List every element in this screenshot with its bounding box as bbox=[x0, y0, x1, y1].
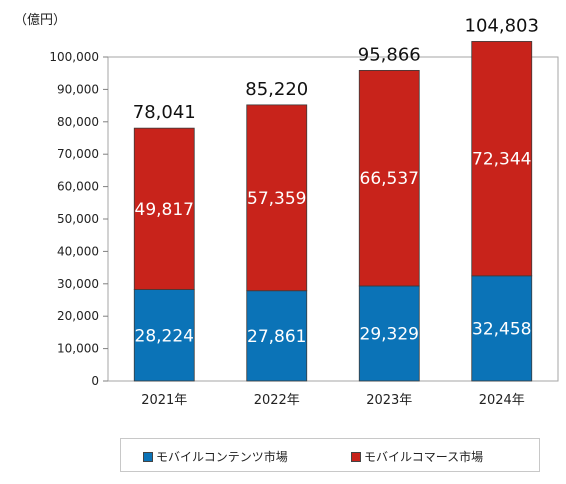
data-label: 28,224 bbox=[135, 326, 194, 346]
data-label: 72,344 bbox=[472, 150, 531, 170]
legend-item-mobile-commerce: モバイルコマース市場 bbox=[351, 448, 483, 465]
bar-mobile-content bbox=[246, 290, 308, 382]
bar-mobile-content bbox=[358, 285, 420, 382]
y-tick-label: 0 bbox=[91, 374, 99, 388]
labels-layer: 28,224 49,817 78,041 27,861 57,359 85,220 29,3… bbox=[133, 15, 539, 346]
x-tick-label: 2021年 bbox=[141, 393, 187, 408]
y-tick-label: 80,000 bbox=[57, 115, 99, 129]
y-tick-label: 60,000 bbox=[57, 180, 99, 194]
x-tick-label: 2023年 bbox=[366, 393, 412, 408]
data-label: 66,537 bbox=[360, 169, 419, 189]
data-label: 57,359 bbox=[247, 189, 306, 209]
legend-swatch-mobile-content bbox=[143, 451, 153, 462]
bar-mobile-commerce bbox=[246, 104, 308, 292]
legend: モバイルコンテンツ市場 モバイルコマース市場 bbox=[120, 438, 540, 472]
data-label: 49,817 bbox=[135, 200, 194, 220]
data-label: 32,458 bbox=[472, 319, 531, 339]
total-label: 85,220 bbox=[245, 79, 308, 100]
axis-layer: （億円） 0 10,000 20,000 30,000 40,000 50,000 60,00… bbox=[14, 12, 559, 408]
y-tick-label: 10,000 bbox=[57, 342, 99, 356]
x-tick-label: 2022年 bbox=[254, 393, 300, 408]
bar-mobile-commerce bbox=[133, 127, 195, 290]
y-tick-label: 20,000 bbox=[57, 309, 99, 323]
bars-layer bbox=[133, 41, 533, 382]
data-label: 29,329 bbox=[360, 324, 419, 344]
y-tick-label: 30,000 bbox=[57, 277, 99, 291]
total-label: 78,041 bbox=[133, 102, 196, 123]
bar-mobile-commerce bbox=[471, 41, 533, 277]
y-tick-label: 40,000 bbox=[57, 244, 99, 258]
legend-swatch-mobile-commerce bbox=[351, 451, 361, 462]
data-label: 27,861 bbox=[247, 327, 306, 347]
legend-label-mobile-commerce: モバイルコマース市場 bbox=[364, 450, 484, 464]
y-unit-label: （億円） bbox=[14, 12, 66, 28]
y-tick-label: 50,000 bbox=[57, 212, 99, 226]
legend-item-mobile-content: モバイルコンテンツ市場 bbox=[143, 448, 288, 465]
y-tick-label: 90,000 bbox=[57, 82, 99, 96]
legend-label-mobile-content: モバイルコンテンツ市場 bbox=[156, 450, 288, 464]
bar-mobile-content bbox=[133, 289, 195, 382]
y-tick-label: 100,000 bbox=[49, 50, 99, 64]
total-label: 95,866 bbox=[358, 44, 421, 65]
x-tick-label: 2024年 bbox=[479, 393, 525, 408]
bar-mobile-commerce bbox=[358, 69, 420, 287]
y-tick-label: 70,000 bbox=[57, 147, 99, 161]
total-label: 104,803 bbox=[465, 15, 539, 36]
bar-mobile-content bbox=[471, 275, 533, 382]
